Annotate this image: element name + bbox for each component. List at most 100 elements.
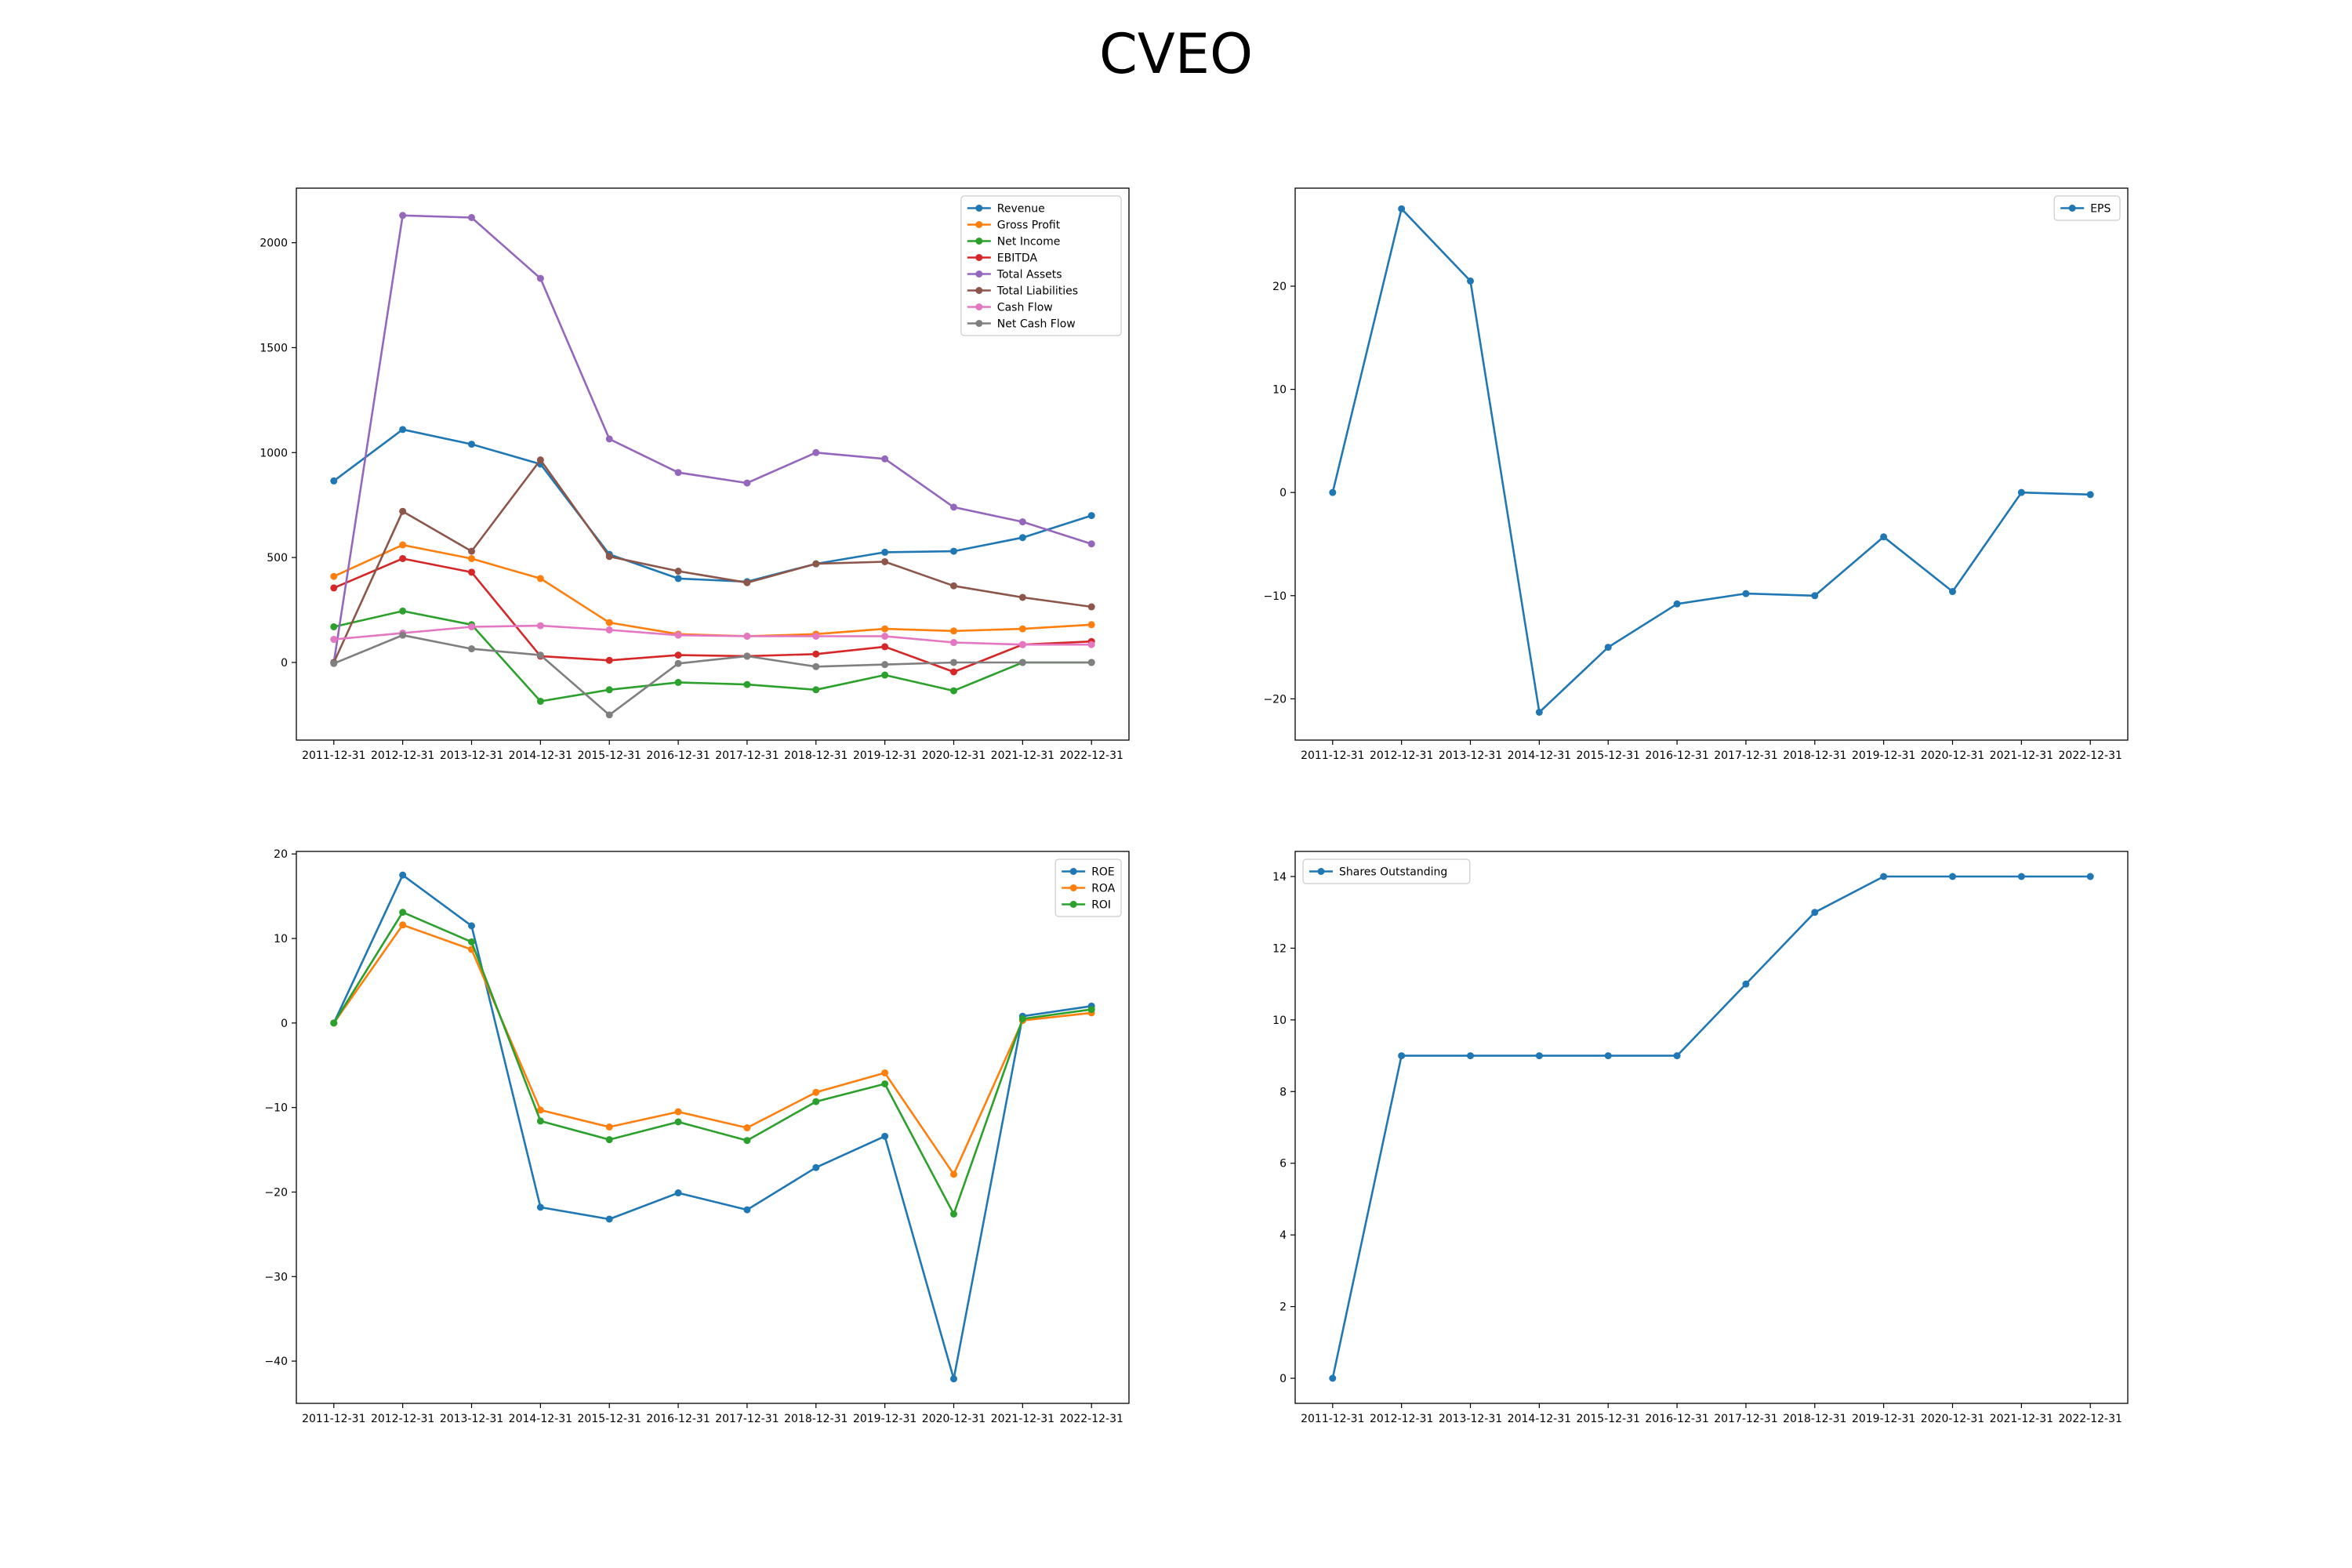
legend-label: Total Liabilities bbox=[996, 285, 1078, 298]
y-tick-label: 500 bbox=[267, 552, 288, 564]
data-point bbox=[881, 643, 889, 651]
x-tick-label: 2015-12-31 bbox=[1577, 1413, 1640, 1425]
data-point bbox=[674, 1118, 682, 1126]
data-point bbox=[468, 441, 476, 448]
x-tick-label: 2016-12-31 bbox=[646, 750, 710, 762]
data-point bbox=[1018, 518, 1026, 526]
data-point bbox=[330, 622, 338, 630]
data-point bbox=[330, 636, 338, 644]
data-point bbox=[1087, 621, 1095, 629]
data-point bbox=[1087, 540, 1095, 548]
series-line bbox=[1331, 875, 2091, 1379]
legend-marker bbox=[975, 320, 983, 327]
x-tick-label: 2021-12-31 bbox=[991, 1413, 1054, 1425]
x-tick-label: 2022-12-31 bbox=[1060, 1413, 1123, 1425]
data-point bbox=[1087, 603, 1095, 611]
data-point bbox=[1604, 644, 1612, 652]
data-point bbox=[399, 554, 407, 562]
x-tick-label: 2014-12-31 bbox=[509, 750, 572, 762]
x-tick-label: 2012-12-31 bbox=[1370, 1413, 1433, 1425]
y-tick-label: 0 bbox=[281, 657, 288, 670]
data-point bbox=[1087, 512, 1095, 520]
plot-frame bbox=[1294, 851, 2129, 1404]
data-point bbox=[1087, 1006, 1095, 1014]
data-point bbox=[949, 1171, 957, 1178]
legend-marker bbox=[975, 205, 983, 212]
data-point bbox=[399, 426, 407, 434]
x-tick-label: 2017-12-31 bbox=[1714, 750, 1777, 762]
data-point bbox=[949, 1375, 957, 1383]
y-tick-label: −20 bbox=[264, 1186, 288, 1199]
data-point bbox=[1811, 909, 1819, 916]
legend-box bbox=[1302, 858, 1471, 884]
series-shares-outstanding bbox=[1329, 873, 2094, 1382]
x-tick-label: 2011-12-31 bbox=[302, 750, 365, 762]
legend-label: ROA bbox=[1091, 883, 1116, 895]
data-point bbox=[330, 659, 338, 667]
plot-frame bbox=[296, 851, 1130, 1404]
data-point bbox=[881, 455, 889, 463]
data-point bbox=[674, 575, 682, 583]
x-tick-label: 2018-12-31 bbox=[784, 750, 848, 762]
data-point bbox=[1467, 277, 1475, 285]
series-line bbox=[333, 633, 1092, 717]
data-point bbox=[881, 671, 889, 679]
x-tick-label: 2013-12-31 bbox=[1439, 750, 1502, 762]
legend: Shares Outstanding bbox=[1302, 858, 1471, 884]
y-tick-label: −10 bbox=[1263, 590, 1287, 603]
data-point bbox=[1018, 641, 1026, 648]
legend-label: Net Cash Flow bbox=[997, 318, 1076, 331]
returns-chart: 2011-12-31 2012-12-31 2013-12-31 2014-12-31… bbox=[264, 848, 1130, 1425]
x-tick-label: 2018-12-31 bbox=[1783, 750, 1846, 762]
plot-frame bbox=[1294, 187, 2129, 741]
x-tick-label: 2017-12-31 bbox=[1714, 1413, 1777, 1425]
series-line bbox=[1331, 207, 2091, 713]
data-point bbox=[949, 1210, 957, 1218]
legend-label: ROE bbox=[1091, 866, 1115, 879]
data-point bbox=[330, 584, 338, 592]
y-tick-label: 10 bbox=[274, 933, 288, 946]
x-tick-label: 2011-12-31 bbox=[302, 1413, 365, 1425]
data-point bbox=[674, 1108, 682, 1116]
data-point bbox=[605, 553, 613, 561]
y-tick-label: 12 bbox=[1272, 942, 1287, 955]
data-point bbox=[330, 1019, 338, 1027]
data-point bbox=[1604, 1052, 1612, 1060]
legend-label: Cash Flow bbox=[997, 302, 1053, 314]
data-point bbox=[1329, 488, 1337, 496]
legend-marker bbox=[975, 287, 983, 294]
x-tick-label: 2018-12-31 bbox=[784, 1413, 848, 1425]
series-ebitda bbox=[330, 554, 1095, 676]
x-tick-label: 2022-12-31 bbox=[2059, 1413, 2122, 1425]
legend-marker bbox=[1069, 901, 1077, 908]
data-point bbox=[1398, 205, 1406, 212]
data-point bbox=[1742, 590, 1750, 597]
series-revenue bbox=[330, 426, 1095, 586]
x-tick-label: 2019-12-31 bbox=[853, 1413, 916, 1425]
x-tick-label: 2018-12-31 bbox=[1783, 1413, 1846, 1425]
data-point bbox=[399, 212, 407, 220]
data-point bbox=[1880, 873, 1888, 880]
x-tick-label: 2019-12-31 bbox=[1852, 1413, 1915, 1425]
data-point bbox=[536, 575, 544, 583]
data-point bbox=[1018, 1014, 1026, 1022]
data-point bbox=[812, 1088, 820, 1096]
data-point bbox=[468, 213, 476, 221]
y-tick-label: −20 bbox=[1263, 693, 1287, 706]
y-tick-label: 1500 bbox=[260, 342, 288, 354]
x-tick-label: 2020-12-31 bbox=[1921, 750, 1984, 762]
data-point bbox=[881, 1069, 889, 1076]
data-point bbox=[468, 547, 476, 555]
legend-label: Shares Outstanding bbox=[1339, 866, 1447, 879]
data-point bbox=[330, 477, 338, 485]
data-point bbox=[949, 627, 957, 635]
x-tick-label: 2019-12-31 bbox=[1852, 750, 1915, 762]
data-point bbox=[1535, 1052, 1543, 1060]
x-tick-label: 2022-12-31 bbox=[2059, 750, 2122, 762]
series-line bbox=[332, 459, 1092, 663]
data-point bbox=[812, 662, 820, 670]
data-point bbox=[1467, 1052, 1475, 1060]
y-tick-label: 0 bbox=[281, 1018, 288, 1030]
y-tick-label: 0 bbox=[1279, 1373, 1287, 1385]
